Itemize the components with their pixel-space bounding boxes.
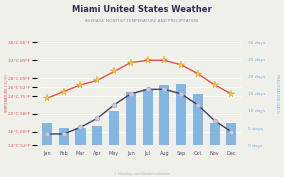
Bar xyxy=(92,126,102,145)
Text: AVERAGE MONTHLY TEMPERATURE AND PRECIPITATION: AVERAGE MONTHLY TEMPERATURE AND PRECIPIT… xyxy=(85,19,199,24)
Bar xyxy=(76,128,85,145)
Bar xyxy=(176,84,186,145)
Bar xyxy=(210,123,220,145)
Text: © hikerbay.com/climate/usa/miami: © hikerbay.com/climate/usa/miami xyxy=(114,172,170,176)
Text: PRECIPITATION (DAYS): PRECIPITATION (DAYS) xyxy=(275,74,279,113)
Text: TEMPERATURE (°C/°F): TEMPERATURE (°C/°F) xyxy=(5,75,9,113)
Bar xyxy=(143,89,153,145)
Bar xyxy=(193,94,203,145)
Text: Miami United States Weather: Miami United States Weather xyxy=(72,5,212,14)
Bar xyxy=(226,123,236,145)
Bar xyxy=(159,85,169,145)
Bar xyxy=(126,92,136,145)
Bar xyxy=(42,123,52,145)
Bar xyxy=(59,128,69,145)
Bar xyxy=(109,111,119,145)
